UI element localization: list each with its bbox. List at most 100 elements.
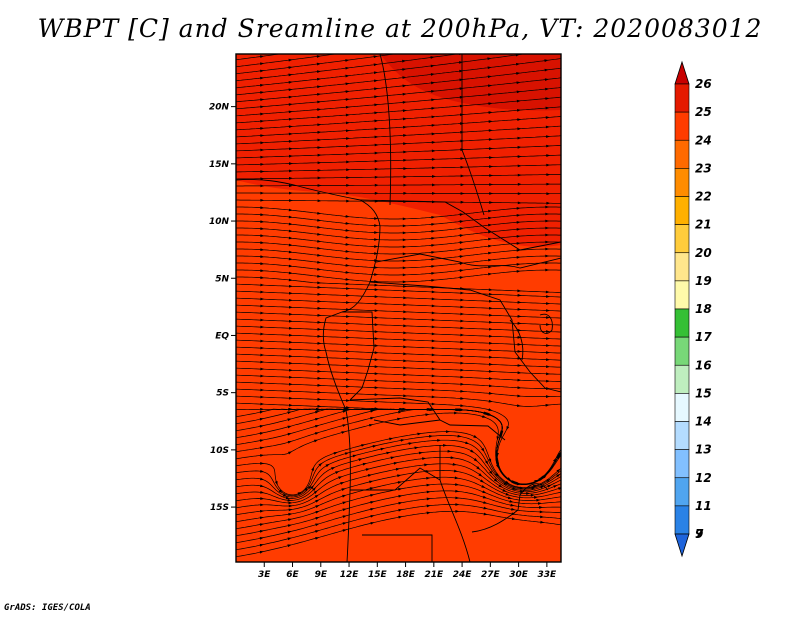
- streamline-arrow: [367, 474, 373, 477]
- streamline-arrow: [370, 514, 375, 518]
- streamline-arrow: [426, 497, 431, 501]
- streamline-arrow: [260, 374, 265, 378]
- streamline-arrow: [489, 174, 494, 177]
- colorbar-label: 23: [695, 161, 712, 175]
- streamline: [236, 412, 561, 486]
- streamline-arrow: [259, 530, 264, 533]
- streamline-arrow: [315, 407, 320, 411]
- streamline-arrow: [260, 332, 265, 336]
- streamline-arrow: [517, 289, 522, 293]
- streamline-arrow: [431, 360, 436, 364]
- streamline-arrow: [260, 206, 265, 210]
- streamline-arrow: [260, 220, 265, 224]
- streamline-arrow: [346, 152, 351, 156]
- streamline-arrow: [288, 250, 293, 254]
- streamline-arrow: [288, 333, 293, 337]
- streamline-arrow: [260, 297, 265, 301]
- streamline-arrow: [386, 451, 391, 455]
- streamline-arrow: [317, 267, 322, 271]
- grads-credit: GrADS: IGES/COLA: [4, 603, 91, 613]
- lat-tick-label: EQ: [215, 331, 229, 341]
- streamline-arrow: [341, 431, 346, 434]
- streamline-arrow: [317, 161, 322, 165]
- streamline-arrow: [516, 99, 521, 103]
- streamline-arrow: [374, 266, 379, 269]
- streamline-arrow: [317, 85, 322, 89]
- streamline-arrow: [342, 417, 347, 420]
- streamline-arrow: [544, 59, 549, 63]
- streamline-arrow: [517, 328, 522, 332]
- colorbar-band: [674, 364, 690, 394]
- streamline-arrow: [370, 521, 375, 525]
- streamline-arrow: [288, 257, 293, 261]
- streamline-arrow: [260, 395, 265, 399]
- streamline-arrow: [288, 80, 293, 84]
- streamline-arrow: [546, 365, 551, 369]
- streamline-arrow: [488, 272, 493, 276]
- streamline-arrow: [403, 310, 408, 314]
- streamline-arrow: [288, 508, 293, 512]
- streamline-arrow: [260, 148, 265, 152]
- streamline-arrow: [539, 510, 544, 514]
- streamline-arrow: [346, 343, 351, 346]
- streamlines: [236, 54, 570, 558]
- streamline-arrow: [345, 105, 350, 109]
- streamline-arrow: [488, 306, 493, 310]
- streamline-arrow: [545, 261, 550, 265]
- streamline-arrow: [488, 362, 493, 366]
- streamline-arrow: [282, 493, 288, 497]
- streamline-arrow: [545, 240, 550, 244]
- streamline-arrow: [345, 282, 350, 286]
- streamline-arrow: [317, 146, 322, 149]
- streamline-arrow: [346, 160, 351, 164]
- streamline-arrow: [488, 313, 493, 317]
- streamline-arrow: [402, 76, 407, 80]
- streamline-arrow: [374, 87, 379, 91]
- streamline-arrow: [488, 327, 493, 331]
- streamline-arrow: [546, 337, 551, 340]
- streamline-arrow: [259, 439, 264, 442]
- streamline-arrow: [426, 476, 431, 480]
- streamline-arrow: [565, 471, 570, 475]
- streamline-arrow: [460, 312, 465, 316]
- streamline-arrow: [260, 262, 265, 266]
- streamline-arrow: [288, 319, 293, 323]
- streamline-arrow: [288, 184, 293, 188]
- streamline-arrow: [473, 435, 478, 439]
- streamline-arrow: [287, 411, 292, 415]
- streamline-arrow: [317, 260, 322, 264]
- streamline-arrow: [260, 346, 265, 350]
- streamline-arrow: [430, 56, 435, 59]
- streamline-arrow: [493, 478, 498, 483]
- streamline-arrow: [288, 347, 293, 351]
- streamline-arrow: [345, 129, 350, 133]
- streamline-arrow: [489, 165, 494, 168]
- streamline-arrow: [422, 457, 427, 461]
- streamline-arrow: [317, 239, 322, 243]
- streamline-arrow: [430, 64, 435, 68]
- streamline-arrow: [259, 432, 264, 435]
- streamline-arrow: [260, 388, 265, 392]
- streamline-arrow: [452, 462, 457, 466]
- streamline-arrow: [489, 156, 494, 159]
- streamline-arrow: [346, 329, 351, 332]
- streamline-arrow: [345, 98, 350, 101]
- streamline-arrow: [288, 396, 293, 400]
- streamline-arrow: [345, 113, 350, 117]
- streamline-arrow: [346, 385, 351, 388]
- streamline: [236, 435, 561, 497]
- streamline-arrow: [403, 394, 408, 398]
- streamline-arrow: [314, 494, 319, 498]
- streamline-arrow: [398, 501, 403, 505]
- colorbar-label: 19: [695, 274, 712, 288]
- streamline-arrow: [402, 59, 407, 63]
- streamline-arrow: [259, 523, 264, 526]
- streamline-arrow: [314, 432, 320, 435]
- streamline-arrow: [315, 537, 320, 540]
- streamline-arrow: [511, 507, 516, 511]
- streamline-arrow: [288, 236, 293, 240]
- streamline-arrow: [260, 311, 265, 315]
- streamline-arrow: [488, 120, 493, 123]
- streamline-arrow: [259, 516, 264, 520]
- streamline-arrow: [454, 411, 459, 415]
